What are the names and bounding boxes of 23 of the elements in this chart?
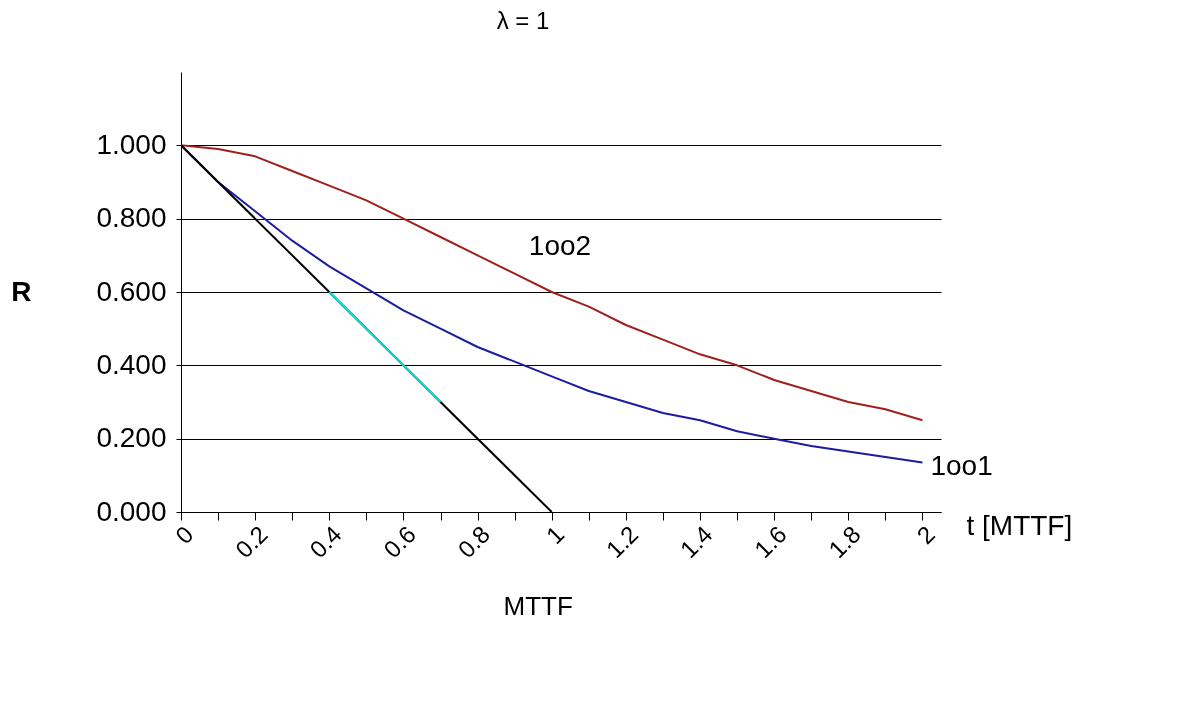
x-tick-label: 1 — [540, 520, 570, 549]
x-tick-label: 0.8 — [452, 520, 496, 564]
x-tick-label: 0.6 — [378, 520, 421, 564]
series-label: 1oo1 — [930, 449, 993, 481]
y-tick-label: 0.400 — [96, 348, 167, 380]
text: λ = 1 — [496, 7, 550, 34]
y-tick-label: 0.600 — [96, 275, 167, 307]
y-tick-label: 0.800 — [96, 202, 167, 234]
x-axis-title: t [MTTF] — [966, 509, 1073, 541]
x-tick-label: 1.8 — [823, 520, 866, 564]
x-tick-label: 0.2 — [229, 520, 273, 564]
x-tick-label: 0 — [169, 520, 199, 549]
x-tick-label: 0.4 — [304, 520, 347, 564]
x-tick-label: 2 — [911, 520, 940, 549]
y-axis-title: R — [11, 275, 32, 307]
x-tick-label: 1.6 — [748, 520, 792, 564]
y-tick-label: 0.000 — [96, 495, 167, 527]
y-tick-label: 0.200 — [96, 422, 167, 454]
x-tick-label: 1.4 — [674, 520, 718, 564]
text: MTTF — [503, 591, 573, 621]
y-tick-label: 1.000 — [96, 128, 167, 160]
x-tick-label: 1.2 — [600, 520, 644, 564]
series-label: 1oo2 — [528, 229, 592, 261]
